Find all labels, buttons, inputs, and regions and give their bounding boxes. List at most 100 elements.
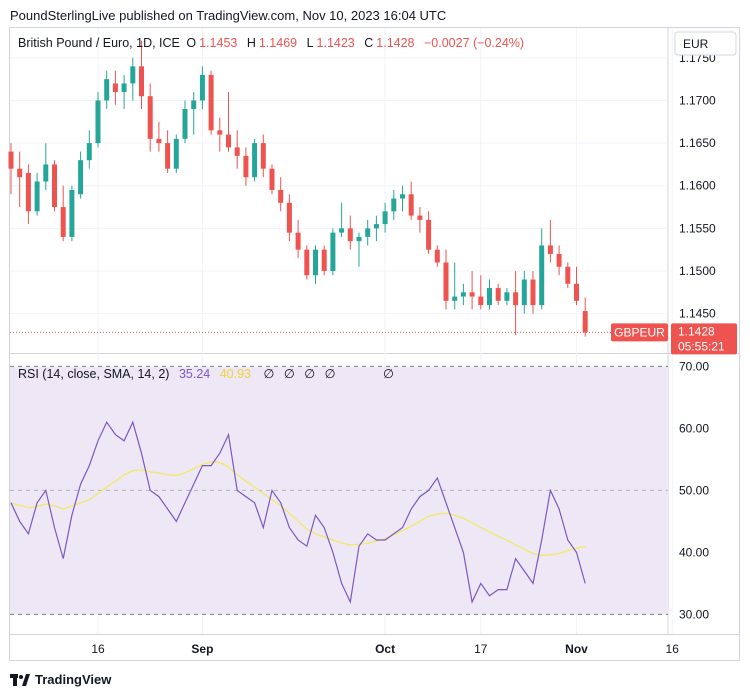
candle-body [165, 143, 171, 169]
price-tick-label: 1.1650 [679, 136, 716, 150]
candle-body [434, 249, 440, 263]
rsi-ma-line [10, 461, 586, 557]
candle-body [69, 190, 75, 237]
candle-body [574, 283, 579, 301]
candle-body [530, 279, 536, 306]
empty-marker: ∅ [283, 367, 295, 381]
chart-frame [9, 27, 740, 661]
candle-body [347, 228, 353, 242]
candle-body [478, 296, 484, 306]
candle-body [469, 292, 475, 297]
candle-body [443, 262, 449, 301]
candle-body [269, 168, 275, 190]
high-value: 1.1469 [258, 36, 298, 50]
open-value: 1.1453 [199, 36, 238, 50]
candle-body [365, 228, 371, 237]
candle-body [226, 134, 231, 148]
candle-body [182, 109, 188, 139]
rsi-tick-label: 40.00 [679, 545, 709, 559]
candle-body [130, 66, 136, 84]
price-tick-label: 1.1600 [679, 179, 716, 193]
symbol-tag-label: GBPEUR [614, 325, 665, 339]
time-tick-label: 16 [666, 642, 680, 656]
candle-body [539, 245, 545, 306]
symbol-label[interactable]: British Pound / Euro, 1D, ICE [18, 36, 180, 50]
candle-body [521, 279, 527, 306]
rsi-value: 35.24 [178, 367, 211, 381]
candle-body [278, 190, 284, 203]
currency-label: EUR [683, 37, 709, 51]
candle-body [199, 74, 205, 101]
publisher-line: PoundSterlingLive published on TradingVi… [10, 8, 447, 23]
candle-body [17, 168, 23, 178]
rsi-line [10, 420, 586, 605]
candle-body [208, 74, 214, 131]
symbol-tag [611, 323, 668, 342]
time-tick-label: Sep [191, 642, 213, 656]
price-tag: GBPEUR 1.1428 05:55:21 [611, 323, 737, 355]
candle-body [78, 160, 84, 195]
candle-body [252, 143, 258, 178]
rsi-tick-label: 60.00 [679, 421, 709, 435]
candle-body [243, 155, 249, 178]
open-label: O [186, 36, 197, 50]
candle-body [86, 143, 92, 161]
candle-body [8, 151, 14, 169]
candle-body [382, 211, 388, 225]
candle-body [234, 147, 240, 156]
time-tick-label: 16 [91, 642, 105, 656]
bar-countdown: 05:55:21 [678, 339, 725, 353]
candle-body [260, 143, 266, 169]
candle-body [565, 266, 571, 284]
change-value: −0.0027 (−0.24%) [424, 36, 525, 50]
candle-body [52, 164, 57, 208]
close-label: C [364, 36, 374, 50]
rsi-label[interactable]: RSI (14, close, SMA, 14, 2) [18, 367, 170, 381]
candle-body [34, 181, 40, 212]
low-value: 1.1423 [316, 36, 355, 50]
candle-body [426, 219, 432, 250]
tradingview-footer[interactable]: TradingView [10, 672, 111, 687]
rsi-pane[interactable]: 70.00 60.00 50.00 40.00 30.00 [10, 359, 709, 621]
candle-body [304, 249, 310, 276]
price-tick-label: 1.1450 [679, 307, 716, 321]
candle-body [286, 202, 292, 233]
candle-body [112, 83, 118, 92]
candle-body [313, 249, 318, 276]
candle-body [408, 194, 414, 216]
candle-body [417, 215, 423, 220]
candle-body [321, 249, 327, 271]
rsi-ma-value: 40.93 [219, 367, 251, 381]
currency-button[interactable] [674, 31, 737, 56]
last-price-tag [671, 323, 737, 355]
candle-body [339, 228, 345, 233]
candle-body [400, 194, 405, 199]
rsi-tick-label: 50.00 [679, 483, 709, 497]
candle-body [95, 100, 101, 144]
price-axis[interactable]: 1.17501.17001.16501.16001.15501.15001.14… [679, 51, 716, 321]
candle-body [495, 288, 501, 301]
candle-body [139, 66, 144, 97]
candle-body [330, 232, 336, 271]
brand-name: TradingView [35, 672, 112, 687]
time-axis[interactable]: 16 Sep Oct 17 Nov 16 [91, 642, 679, 656]
empty-marker: ∅ [304, 367, 316, 381]
empty-marker: ∅ [324, 367, 336, 381]
candle-body [121, 83, 127, 92]
candle-body [460, 292, 466, 297]
candle-body [217, 130, 223, 135]
candle-body [556, 253, 562, 267]
price-pane[interactable] [10, 28, 668, 353]
candle-body [582, 311, 588, 333]
price-tick-label: 1.1500 [679, 264, 716, 278]
rsi-legend[interactable]: RSI (14, close, SMA, 14, 2) 35.24 40.93 … [18, 366, 397, 381]
high-label: H [246, 36, 256, 50]
candle-body [147, 96, 153, 139]
candles [8, 40, 588, 337]
candle-body [452, 296, 458, 301]
candle-body [191, 100, 197, 109]
candle-body [104, 79, 110, 101]
candle-body [156, 138, 162, 144]
